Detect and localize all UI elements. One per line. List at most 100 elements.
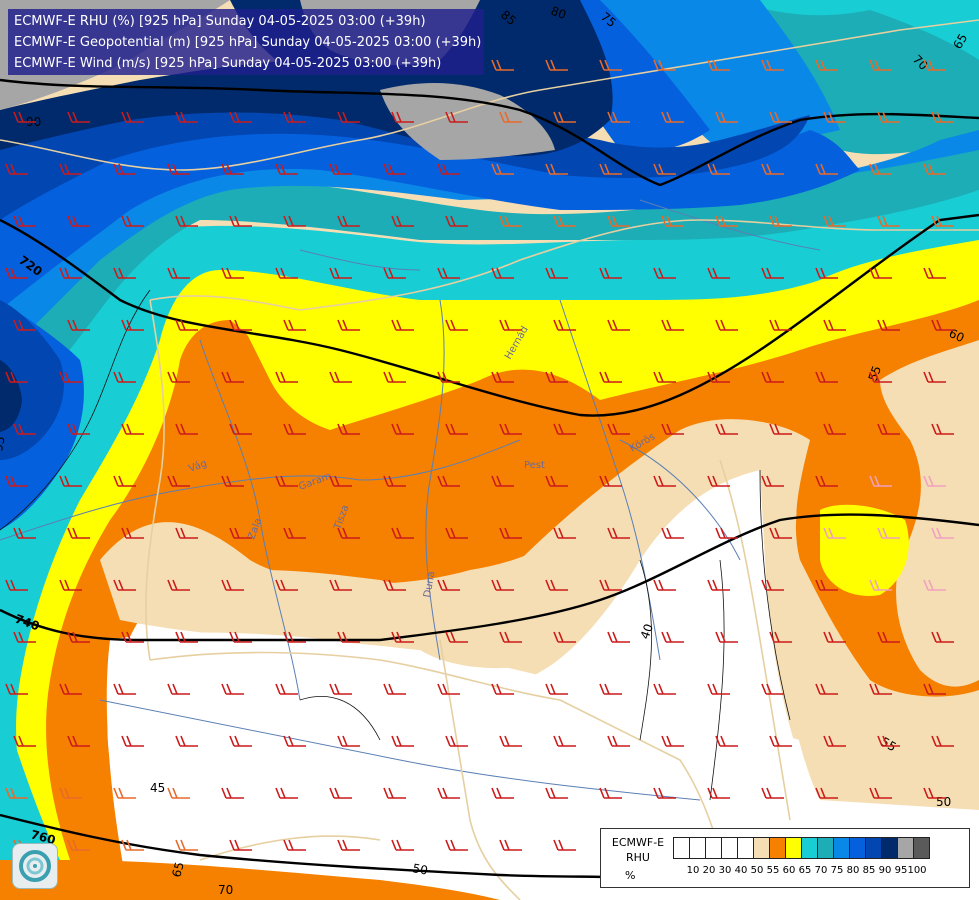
wind-barb bbox=[599, 787, 622, 799]
wind-barb bbox=[815, 579, 838, 591]
wind-barb bbox=[661, 111, 684, 123]
wind-barb bbox=[437, 267, 460, 279]
wind-barb bbox=[59, 371, 82, 383]
wind-barb bbox=[13, 735, 36, 747]
rhu-band-55-60 bbox=[0, 290, 979, 900]
wind-barb bbox=[167, 267, 190, 279]
rhu-band-85-90-nw bbox=[0, 300, 64, 460]
legend-swatch bbox=[849, 837, 866, 859]
wind-barb bbox=[445, 631, 468, 643]
wind-barb bbox=[5, 371, 28, 383]
legend-swatch bbox=[881, 837, 898, 859]
wind-barb bbox=[67, 631, 90, 643]
wind-barb bbox=[823, 111, 846, 123]
wind-barb bbox=[599, 163, 622, 175]
wind-barb bbox=[283, 735, 306, 747]
wind-barb bbox=[229, 735, 252, 747]
wind-barb bbox=[491, 371, 514, 383]
wind-barb bbox=[769, 527, 792, 539]
rhu-band-65-70 bbox=[0, 180, 979, 860]
wind-barb bbox=[715, 215, 738, 227]
wind-barb bbox=[869, 59, 892, 71]
wind-barb bbox=[923, 163, 946, 175]
wind-barb bbox=[275, 683, 298, 695]
wind-barb bbox=[391, 839, 414, 851]
legend-tick: 100 bbox=[907, 865, 927, 876]
wind-barb bbox=[337, 215, 360, 227]
wind-barb bbox=[121, 735, 144, 747]
wind-barb bbox=[329, 163, 352, 175]
wind-barb bbox=[815, 787, 838, 799]
rhu-legend: ECMWF-E RHU % 10 20 30 40 50 55 60 65 70 75 80 85 90… bbox=[600, 828, 970, 888]
legend-tick: 10 bbox=[686, 865, 700, 876]
wind-barb bbox=[59, 579, 82, 591]
wind-barb bbox=[715, 735, 738, 747]
wind-barb bbox=[383, 475, 406, 487]
place-label: Duna bbox=[422, 570, 437, 598]
legend-title-model: ECMWF-E bbox=[611, 836, 665, 849]
wind-barb bbox=[491, 579, 514, 591]
wind-barb bbox=[121, 111, 144, 123]
wind-barb bbox=[607, 319, 630, 331]
wind-barb bbox=[13, 319, 36, 331]
legend-swatch bbox=[785, 837, 802, 859]
wind-barb bbox=[499, 423, 522, 435]
wind-barb bbox=[121, 215, 144, 227]
wind-barb bbox=[391, 735, 414, 747]
legend-swatch bbox=[689, 837, 706, 859]
wind-barb bbox=[869, 787, 892, 799]
legend-ticks: 10 20 30 40 50 55 60 65 70 75 80 85 90 95 100 bbox=[673, 865, 973, 879]
country-borders bbox=[0, 19, 979, 900]
rhu-label: 45 bbox=[150, 781, 165, 795]
wind-barb bbox=[5, 267, 28, 279]
legend-tick: 55 bbox=[766, 865, 780, 876]
rhu-label: 70 bbox=[218, 883, 233, 897]
rhu-area-below-50-center bbox=[106, 470, 979, 900]
wind-barb bbox=[653, 475, 676, 487]
wind-barb bbox=[67, 215, 90, 227]
wind-barb bbox=[283, 527, 306, 539]
wind-barb bbox=[545, 267, 568, 279]
wind-barb bbox=[707, 683, 730, 695]
wind-barb bbox=[283, 839, 306, 851]
legend-swatches bbox=[673, 837, 930, 859]
wind-barb bbox=[175, 735, 198, 747]
wind-barb bbox=[121, 631, 144, 643]
wind-barb bbox=[113, 163, 136, 175]
wind-barb bbox=[877, 111, 900, 123]
wind-barb bbox=[445, 111, 468, 123]
wind-barb bbox=[337, 111, 360, 123]
wind-barb bbox=[823, 631, 846, 643]
wind-barb bbox=[13, 527, 36, 539]
wind-barb bbox=[769, 319, 792, 331]
wind-barb bbox=[499, 215, 522, 227]
wind-barb bbox=[229, 423, 252, 435]
wind-barb bbox=[715, 527, 738, 539]
legend-swatch bbox=[817, 837, 834, 859]
swirl-icon bbox=[19, 850, 51, 882]
wind-barb bbox=[175, 839, 198, 851]
wind-barb bbox=[445, 527, 468, 539]
legend-tick: 95 bbox=[894, 865, 908, 876]
place-label: Pest bbox=[524, 460, 545, 471]
wind-barb bbox=[931, 215, 954, 227]
geopotential-label: 760 bbox=[29, 827, 57, 847]
wind-barb bbox=[931, 111, 954, 123]
wind-barb bbox=[661, 215, 684, 227]
rhu-band-60-65-inner bbox=[240, 300, 600, 430]
legend-tick: 75 bbox=[830, 865, 844, 876]
wind-barb bbox=[229, 319, 252, 331]
wind-barb bbox=[229, 527, 252, 539]
wind-barb bbox=[337, 735, 360, 747]
wind-barb bbox=[59, 683, 82, 695]
wind-barb bbox=[599, 579, 622, 591]
wind-barb bbox=[599, 59, 622, 71]
wind-barb bbox=[121, 839, 144, 851]
wind-barb bbox=[869, 163, 892, 175]
legend-unit: % bbox=[625, 869, 636, 882]
rhu-label: 60 bbox=[947, 326, 967, 345]
wind-barb bbox=[877, 527, 900, 539]
wind-barb bbox=[5, 579, 28, 591]
title-box: ECMWF-E RHU (%) [925 hPa] Sunday 04-05-2… bbox=[8, 9, 484, 75]
